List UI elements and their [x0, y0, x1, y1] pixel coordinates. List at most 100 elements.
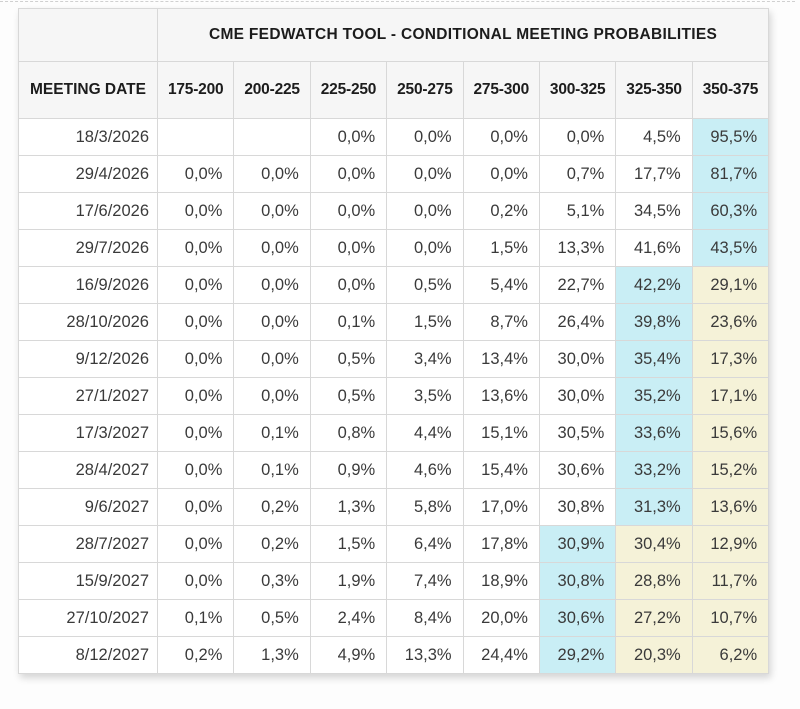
- probability-cell: 60,3%: [691, 192, 770, 230]
- probability-cell: 6,2%: [691, 636, 770, 674]
- table-row: 9/12/2026 0,0% 0,0% 0,5% 3,4% 13,4% 30,0% 35,4%…: [18, 340, 770, 378]
- table-row: 27/1/2027 0,0% 0,0% 0,5% 3,5% 13,6% 30,0% 35,2%…: [18, 377, 770, 415]
- probability-cell: 13,3%: [538, 229, 617, 267]
- fedwatch-probabilities-table: CME FEDWATCH TOOL - CONDITIONAL MEETING …: [18, 8, 770, 674]
- table-row: 18/3/2026 0,0% 0,0% 0,0% 0,0% 4,5% 95,5%: [18, 118, 770, 156]
- probability-cell: 0,0%: [386, 229, 464, 267]
- probability-cell: 30,4%: [615, 525, 693, 563]
- probability-cell: 0,0%: [156, 451, 235, 489]
- table-row: 17/6/2026 0,0% 0,0% 0,0% 0,0% 0,2% 5,1% 34,5% 60…: [18, 192, 770, 230]
- probability-cell: 3,5%: [386, 377, 464, 415]
- meeting-date-cell: 9/12/2026: [18, 340, 158, 378]
- meeting-date-cell: 8/12/2027: [18, 636, 158, 674]
- probability-cell: 30,0%: [538, 340, 617, 378]
- probability-cell: 1,5%: [386, 303, 464, 341]
- table-row: 29/4/2026 0,0% 0,0% 0,0% 0,0% 0,0% 0,7% 17,7% 81…: [18, 155, 770, 193]
- probability-cell: 4,9%: [309, 636, 388, 674]
- probability-cell: 13,6%: [691, 488, 770, 526]
- table-row: 9/6/2027 0,0% 0,2% 1,3% 5,8% 17,0% 30,8% 31,3% 1…: [18, 488, 770, 526]
- probability-cell: 28,8%: [615, 562, 693, 600]
- probability-table-body: 18/3/2026 0,0% 0,0% 0,0% 0,0% 4,5% 95,5% 29/4/2…: [18, 118, 770, 674]
- probability-cell: 0,2%: [233, 525, 311, 563]
- probability-cell: 27,2%: [615, 599, 693, 637]
- probability-cell: 1,3%: [233, 636, 311, 674]
- probability-cell: 7,4%: [386, 562, 464, 600]
- probability-cell: 0,0%: [156, 525, 235, 563]
- meeting-date-cell: 27/1/2027: [18, 377, 158, 415]
- meeting-date-cell: 17/6/2026: [18, 192, 158, 230]
- probability-cell: 15,2%: [691, 451, 770, 489]
- probability-cell: 29,2%: [538, 636, 617, 674]
- corner-cell: [18, 8, 158, 62]
- probability-cell: 17,7%: [615, 155, 693, 193]
- probability-cell: 17,8%: [462, 525, 540, 563]
- table-row: 15/9/2027 0,0% 0,3% 1,9% 7,4% 18,9% 30,8% 28,8%…: [18, 562, 770, 600]
- probability-cell: 0,0%: [233, 340, 311, 378]
- probability-cell: 0,0%: [233, 266, 311, 304]
- probability-cell: 0,0%: [309, 229, 388, 267]
- probability-cell: 0,7%: [538, 155, 617, 193]
- table-row: 28/7/2027 0,0% 0,2% 1,5% 6,4% 17,8% 30,9% 30,4%…: [18, 525, 770, 563]
- table-row: 8/12/2027 0,2% 1,3% 4,9% 13,3% 24,4% 29,2% 20,3…: [18, 636, 770, 674]
- probability-cell: 33,2%: [615, 451, 693, 489]
- probability-cell: 0,2%: [156, 636, 235, 674]
- probability-cell: 5,1%: [538, 192, 617, 230]
- probability-cell: 1,3%: [309, 488, 388, 526]
- probability-cell: 30,0%: [538, 377, 617, 415]
- probability-cell: 30,6%: [538, 451, 617, 489]
- probability-cell: [156, 118, 235, 156]
- probability-cell: 2,4%: [309, 599, 388, 637]
- probability-cell: 13,3%: [386, 636, 464, 674]
- probability-cell: 0,0%: [156, 562, 235, 600]
- probability-cell: 0,5%: [309, 340, 388, 378]
- probability-cell: 0,0%: [233, 229, 311, 267]
- probability-cell: 0,0%: [156, 377, 235, 415]
- probability-cell: 35,4%: [615, 340, 693, 378]
- probability-cell: 29,1%: [691, 266, 770, 304]
- probability-cell: 0,0%: [233, 155, 311, 193]
- meeting-date-cell: 18/3/2026: [18, 118, 158, 156]
- column-header-row: MEETING DATE 175-200 200-225 225-250 250-27…: [18, 61, 770, 119]
- probability-cell: 0,8%: [309, 414, 388, 452]
- probability-cell: 43,5%: [691, 229, 770, 267]
- meeting-date-cell: 29/7/2026: [18, 229, 158, 267]
- probability-cell: 12,9%: [691, 525, 770, 563]
- probability-cell: 17,0%: [462, 488, 540, 526]
- probability-cell: 0,0%: [156, 229, 235, 267]
- probability-cell: 1,5%: [462, 229, 540, 267]
- probability-cell: 4,6%: [386, 451, 464, 489]
- probability-cell: 0,0%: [309, 192, 388, 230]
- probability-cell: 10,7%: [691, 599, 770, 637]
- probability-cell: 0,0%: [156, 488, 235, 526]
- probability-cell: 20,0%: [462, 599, 540, 637]
- meeting-date-cell: 28/7/2027: [18, 525, 158, 563]
- probability-cell: 0,9%: [309, 451, 388, 489]
- probability-cell: 0,0%: [538, 118, 617, 156]
- meeting-date-cell: 16/9/2026: [18, 266, 158, 304]
- probability-cell: 23,6%: [691, 303, 770, 341]
- probability-cell: 34,5%: [615, 192, 693, 230]
- rate-range-header: 200-225: [233, 61, 311, 119]
- rate-range-header: 300-325: [538, 61, 617, 119]
- probability-cell: 0,1%: [233, 451, 311, 489]
- probability-cell: 0,0%: [156, 192, 235, 230]
- meeting-date-cell: 27/10/2027: [18, 599, 158, 637]
- probability-cell: 1,9%: [309, 562, 388, 600]
- probability-cell: 35,2%: [615, 377, 693, 415]
- probability-cell: 18,9%: [462, 562, 540, 600]
- probability-cell: 0,0%: [462, 118, 540, 156]
- meeting-date-header: MEETING DATE: [18, 61, 158, 119]
- probability-cell: 22,7%: [538, 266, 617, 304]
- probability-cell: 0,1%: [156, 599, 235, 637]
- meeting-date-cell: 28/4/2027: [18, 451, 158, 489]
- probability-cell: 41,6%: [615, 229, 693, 267]
- probability-cell: 15,6%: [691, 414, 770, 452]
- probability-cell: 31,3%: [615, 488, 693, 526]
- probability-cell: 30,9%: [538, 525, 617, 563]
- probability-cell: 0,0%: [386, 192, 464, 230]
- rate-range-header: 250-275: [386, 61, 464, 119]
- probability-cell: 5,4%: [462, 266, 540, 304]
- probability-cell: 0,1%: [309, 303, 388, 341]
- probability-cell: 95,5%: [691, 118, 770, 156]
- rate-range-header: 175-200: [156, 61, 235, 119]
